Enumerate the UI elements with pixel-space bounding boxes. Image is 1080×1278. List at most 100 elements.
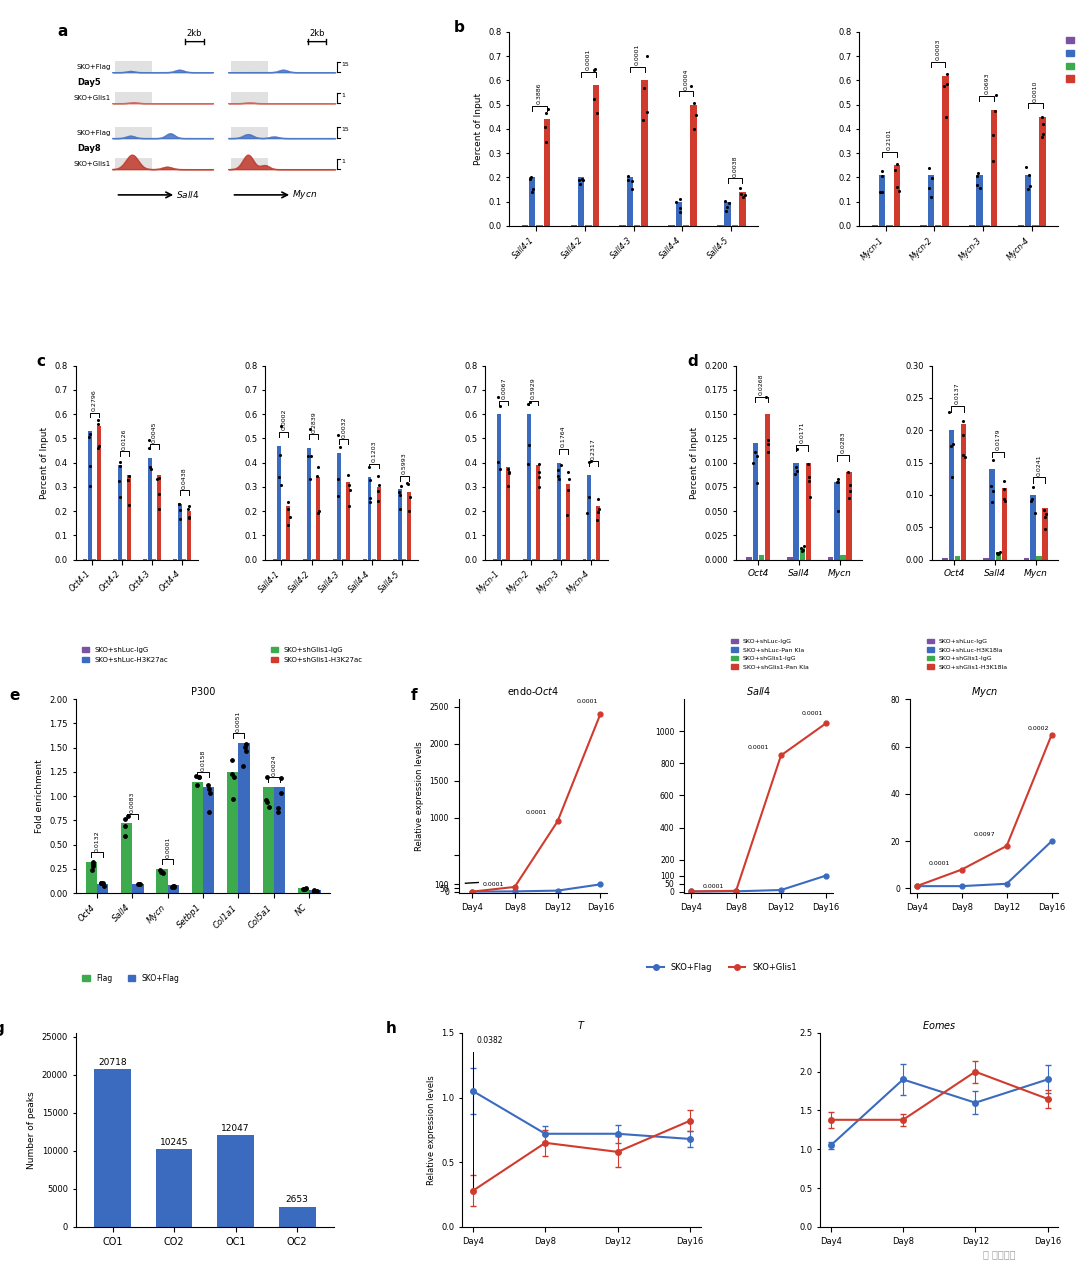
Point <box>985 450 1002 470</box>
Text: 0.0171: 0.0171 <box>799 422 805 443</box>
Bar <box>690 105 697 226</box>
Point <box>306 881 323 901</box>
Point <box>573 169 591 189</box>
Point <box>828 472 846 492</box>
Point <box>180 496 198 516</box>
Point <box>996 488 1013 509</box>
Text: 2kb: 2kb <box>309 29 324 38</box>
Text: 0.0438: 0.0438 <box>181 466 187 488</box>
Point <box>226 767 243 787</box>
Point <box>539 100 556 120</box>
Point <box>110 472 127 492</box>
Point <box>939 74 956 95</box>
Point <box>93 873 110 893</box>
Point <box>400 473 417 493</box>
Point <box>238 741 255 762</box>
Point <box>121 495 138 515</box>
Point <box>190 767 207 787</box>
Bar <box>794 463 799 560</box>
Point <box>983 477 1000 497</box>
Point <box>538 104 555 124</box>
Point <box>536 116 553 137</box>
Bar <box>279 1206 315 1227</box>
Point <box>117 826 134 846</box>
Point <box>179 498 197 519</box>
Point <box>301 419 319 440</box>
Point <box>1035 114 1052 134</box>
Text: 0.0158: 0.0158 <box>201 750 205 771</box>
Point <box>787 456 805 477</box>
Point <box>521 435 538 455</box>
Point <box>238 734 255 754</box>
Point <box>839 461 856 482</box>
Point <box>635 78 652 98</box>
Point <box>1020 179 1037 199</box>
Point <box>82 456 99 477</box>
Text: 20718: 20718 <box>98 1058 126 1067</box>
Text: 0.0001: 0.0001 <box>585 49 591 70</box>
Point <box>788 438 806 459</box>
Point <box>280 515 297 535</box>
Point <box>131 874 148 895</box>
Text: Day8: Day8 <box>77 144 100 153</box>
Bar <box>497 414 501 560</box>
Point <box>672 188 689 208</box>
Point <box>734 187 752 207</box>
Bar <box>116 60 152 73</box>
Bar <box>739 192 745 226</box>
Point <box>687 105 704 125</box>
Bar <box>231 127 268 139</box>
Bar <box>116 92 152 105</box>
Point <box>190 767 207 787</box>
Point <box>119 806 136 827</box>
Bar <box>840 555 846 560</box>
Bar <box>148 458 151 560</box>
Text: 0.0045: 0.0045 <box>151 422 157 442</box>
Point <box>391 498 408 519</box>
Bar <box>126 474 131 560</box>
Bar <box>566 484 570 560</box>
Point <box>971 178 988 198</box>
Bar <box>529 178 536 226</box>
Text: f: f <box>411 688 418 703</box>
Point <box>329 426 347 446</box>
Point <box>939 64 956 84</box>
Point <box>872 183 889 203</box>
Bar <box>231 157 268 170</box>
Bar <box>557 463 561 560</box>
Point <box>1036 519 1053 539</box>
Point <box>187 767 204 787</box>
Bar <box>227 772 239 893</box>
Point <box>120 470 137 491</box>
Point <box>269 801 286 822</box>
Point <box>579 502 596 523</box>
Point <box>93 873 110 893</box>
Bar <box>407 492 410 560</box>
Text: 15: 15 <box>341 61 349 66</box>
Point <box>717 201 734 221</box>
Bar <box>132 883 144 893</box>
Bar <box>347 482 350 560</box>
Point <box>165 877 183 897</box>
Point <box>84 851 102 872</box>
Point <box>638 46 656 66</box>
Point <box>489 452 507 473</box>
Point <box>795 539 812 560</box>
Bar <box>1039 116 1045 226</box>
Point <box>150 484 167 505</box>
Point <box>164 877 181 897</box>
Text: 0.0001: 0.0001 <box>483 882 504 887</box>
Point <box>580 487 597 507</box>
Point <box>329 469 347 489</box>
Bar <box>507 468 510 560</box>
Point <box>519 394 537 414</box>
Text: e: e <box>10 688 19 703</box>
Point <box>841 474 859 495</box>
Point <box>984 124 1001 144</box>
Point <box>297 878 314 898</box>
Legend: Flag, SKO+Flag: Flag, SKO+Flag <box>80 971 183 985</box>
Point <box>130 874 147 895</box>
Bar <box>642 81 648 226</box>
Point <box>95 875 112 896</box>
Bar <box>996 552 1001 560</box>
